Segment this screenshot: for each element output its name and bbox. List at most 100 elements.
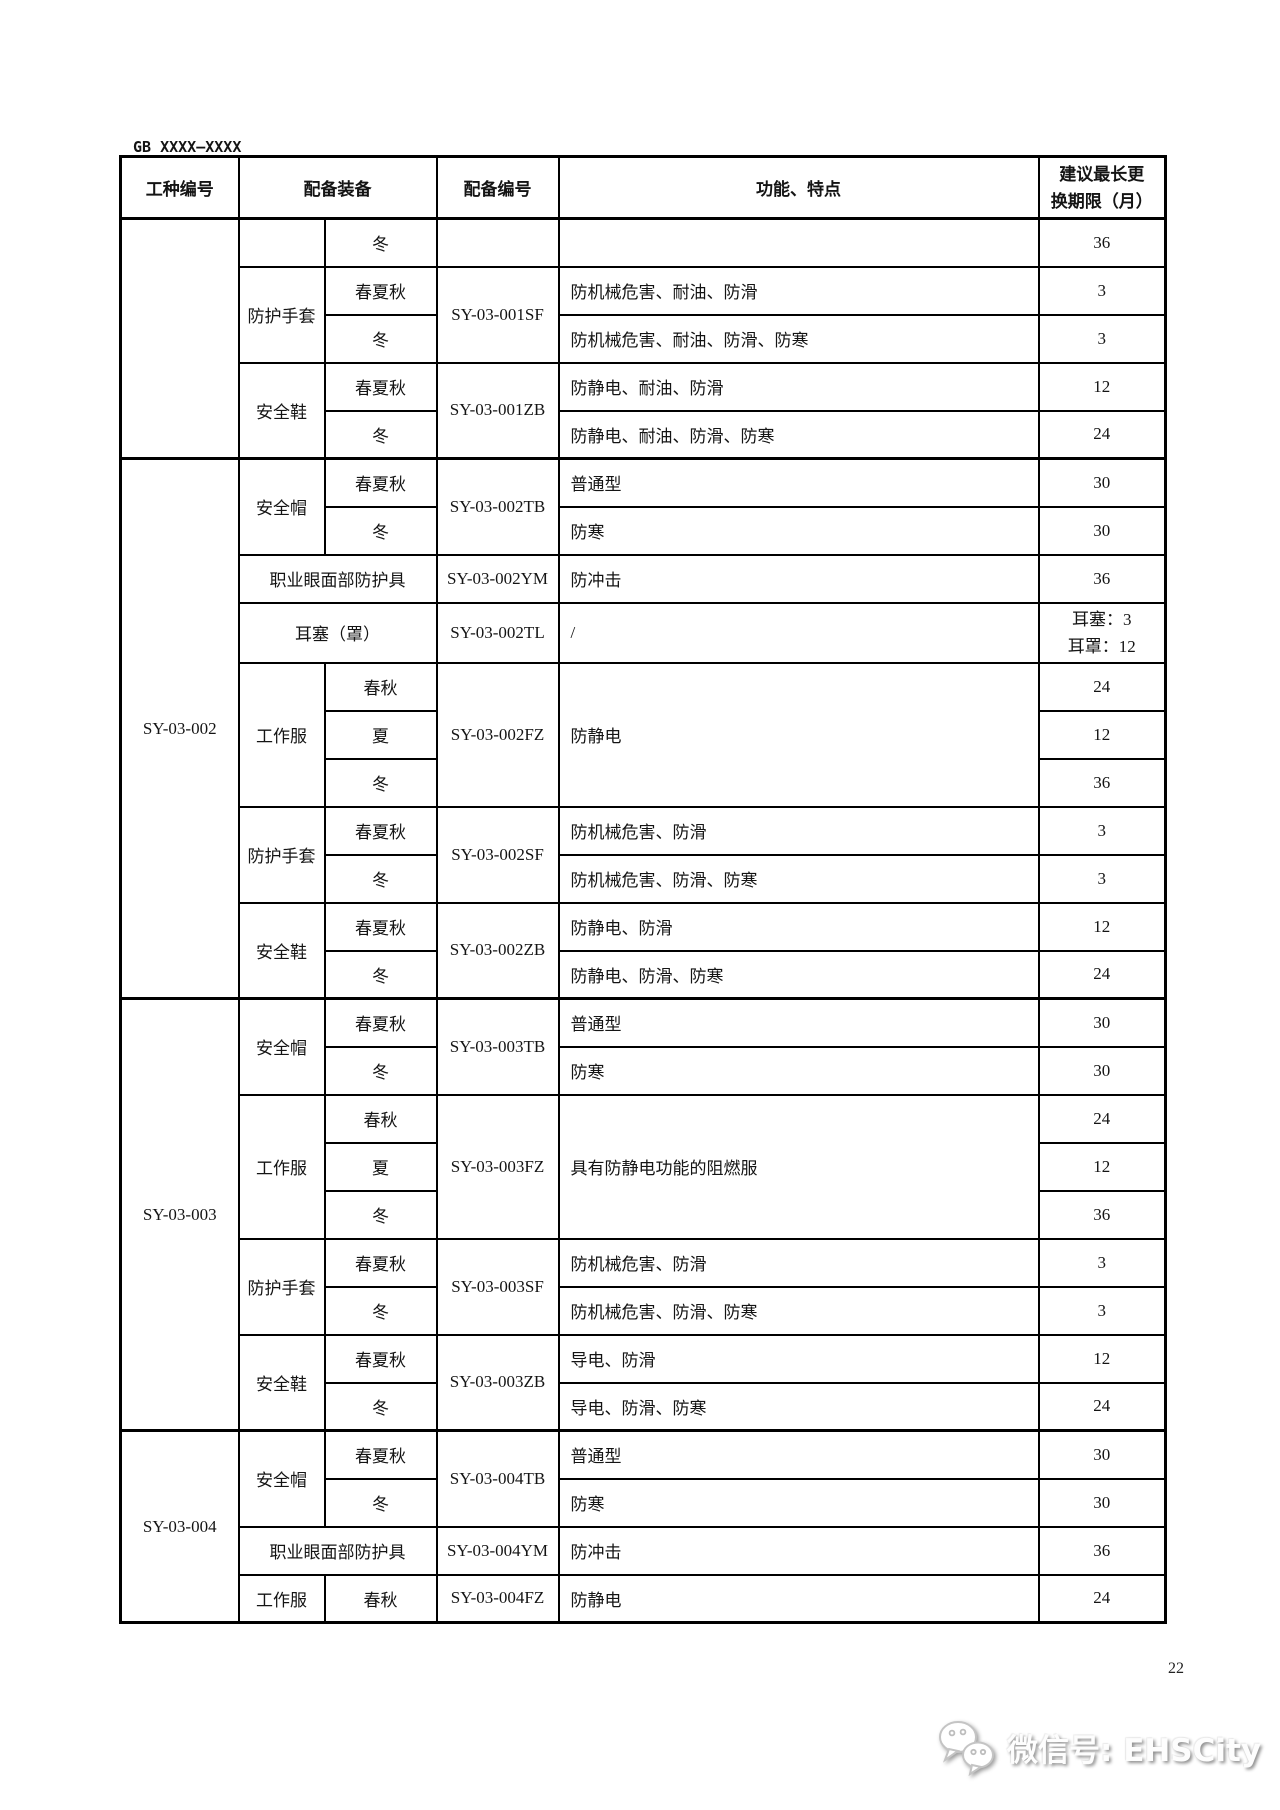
equipment-cell: 防护手套 [237, 1237, 326, 1336]
equipment-code-cell: SY-03-002ZB [435, 901, 560, 1000]
equipment-code-cell: SY-03-003ZB [435, 1333, 560, 1432]
replacement-months-cell: 36 [1037, 553, 1167, 604]
ppe-equipment-table: 工种编号 配备装备 配备编号 功能、特点 建议最长更 换期限（月） 冬 36 防护手… [119, 155, 1167, 1624]
season-cell: 冬 [323, 853, 438, 904]
page-number: 22 [1168, 1660, 1184, 1677]
season-cell: 冬 [323, 1381, 438, 1432]
table-body: 冬 36 防护手套 春夏秋 SY-03-001SF 防机械危害、耐油、防滑 3 冬防机械危害、… [119, 217, 1167, 1624]
function-cell: 防静电、耐油、防滑、防寒 [557, 409, 1040, 460]
header-function-features: 功能、特点 [557, 155, 1040, 220]
table-row: 冬 防寒 30 [121, 1477, 1167, 1528]
function-cell: 防静电、防滑 [557, 901, 1040, 952]
equipment-cell: 安全帽 [237, 997, 326, 1096]
function-cell: 防寒 [557, 1045, 1040, 1096]
function-cell: 防静电、耐油、防滑 [557, 361, 1040, 412]
season-cell: 夏 [323, 1141, 438, 1192]
function-cell: 防寒 [557, 505, 1040, 556]
table-row: 安全鞋 春夏秋 SY-03-003ZB 导电、防滑 12 [121, 1333, 1167, 1432]
function-cell: 具有防静电功能的阻燃服 [557, 1093, 1040, 1240]
replacement-months-cell: 30 [1037, 1477, 1167, 1528]
replacement-months-cell: 24 [1037, 1093, 1167, 1144]
season-cell: 春夏秋 [323, 805, 438, 856]
watermark: 微信号: EHSCity [936, 1716, 1261, 1778]
season-cell: 冬 [323, 313, 438, 364]
equipment-cell: 安全帽 [237, 457, 326, 556]
table-row: 冬 防机械危害、耐油、防滑、防寒 3 [121, 313, 1167, 364]
table-row: 冬 防寒 30 [121, 505, 1167, 556]
replacement-months-cell: 耳塞：3 耳罩：12 [1037, 601, 1167, 664]
season-cell: 冬 [323, 949, 438, 1000]
replacement-months-cell: 3 [1037, 1285, 1167, 1336]
equipment-code-cell: SY-03-001ZB [435, 361, 560, 460]
function-cell: 防机械危害、防滑 [557, 805, 1040, 856]
table-row: 工作服 春秋 SY-03-003FZ 具有防静电功能的阻燃服 24 [121, 1093, 1167, 1240]
table-row: 防护手套 春夏秋 SY-03-001SF 防机械危害、耐油、防滑 3 [121, 265, 1167, 364]
function-cell: 防冲击 [557, 553, 1040, 604]
season-cell: 冬 [323, 217, 438, 268]
job-code-cell [119, 217, 240, 460]
replacement-months-cell: 30 [1037, 457, 1167, 508]
season-cell: 冬 [323, 505, 438, 556]
replacement-months-cell: 30 [1037, 505, 1167, 556]
function-cell: 防机械危害、耐油、防滑 [557, 265, 1040, 316]
equipment-code-cell: SY-03-002FZ [435, 661, 560, 808]
replacement-months-cell: 36 [1037, 1189, 1167, 1240]
equipment-cell: 防护手套 [237, 265, 326, 364]
season-cell: 春秋 [323, 661, 438, 712]
table-row: 冬 防寒 30 [121, 1045, 1167, 1096]
replacement-months-cell: 3 [1037, 1237, 1167, 1288]
season-cell: 春夏秋 [323, 457, 438, 508]
function-cell: 防冲击 [557, 1525, 1040, 1576]
table-row: 耳塞（罩） SY-03-002TL / 耳塞：3 耳罩：12 [121, 601, 1167, 664]
replacement-months-cell: 3 [1037, 805, 1167, 856]
function-cell: 普通型 [557, 457, 1040, 508]
function-cell: 防寒 [557, 1477, 1040, 1528]
replacement-months-cell: 3 [1037, 853, 1167, 904]
season-cell: 冬 [323, 757, 438, 808]
header-replacement-period: 建议最长更 换期限（月） [1037, 155, 1167, 220]
replacement-months-cell: 12 [1037, 361, 1167, 412]
function-cell: / [557, 601, 1040, 664]
table-row: 工作服 春秋 SY-03-004FZ 防静电 24 [121, 1573, 1167, 1624]
equipment-cell: 安全鞋 [237, 361, 326, 460]
function-cell: 防静电、防滑、防寒 [557, 949, 1040, 1000]
equipment-cell: 防护手套 [237, 805, 326, 904]
header-equipment-code: 配备编号 [435, 155, 560, 220]
equipment-cell: 耳塞（罩） [237, 601, 438, 664]
function-cell: 防机械危害、防滑、防寒 [557, 1285, 1040, 1336]
equipment-cell: 工作服 [237, 1573, 326, 1624]
replacement-months-cell: 3 [1037, 265, 1167, 316]
doc-code: GB XXXX—XXXX [133, 138, 242, 156]
function-cell: 防机械危害、防滑、防寒 [557, 853, 1040, 904]
table-row: 冬 防静电、防滑、防寒 24 [121, 949, 1167, 1000]
season-cell: 春夏秋 [323, 265, 438, 316]
function-cell: 普通型 [557, 1429, 1040, 1480]
job-code-cell: SY-03-004 [119, 1429, 240, 1624]
job-code-cell: SY-03-003 [119, 997, 240, 1432]
table-row: 职业眼面部防护具 SY-03-002YM 防冲击 36 [121, 553, 1167, 604]
table-row: 职业眼面部防护具 SY-03-004YM 防冲击 36 [121, 1525, 1167, 1576]
season-cell: 春夏秋 [323, 1429, 438, 1480]
season-cell: 春夏秋 [323, 997, 438, 1048]
replacement-months-cell: 24 [1037, 1573, 1167, 1624]
season-cell: 冬 [323, 1189, 438, 1240]
function-cell: 防机械危害、防滑 [557, 1237, 1040, 1288]
table-row: 防护手套 春夏秋 SY-03-003SF 防机械危害、防滑 3 [121, 1237, 1167, 1336]
equipment-cell: 职业眼面部防护具 [237, 1525, 438, 1576]
table-row: 安全鞋 春夏秋 SY-03-001ZB 防静电、耐油、防滑 12 [121, 361, 1167, 460]
table-row: 冬 36 [119, 217, 1167, 460]
table-row: SY-03-003 安全帽 春夏秋 SY-03-003TB 普通型 30 [119, 997, 1167, 1432]
replacement-months-cell: 12 [1037, 1141, 1167, 1192]
replacement-months-cell: 36 [1037, 1525, 1167, 1576]
replacement-months-cell: 24 [1037, 949, 1167, 1000]
equipment-code-cell [435, 217, 560, 268]
table-row: 安全鞋 春夏秋 SY-03-002ZB 防静电、防滑 12 [121, 901, 1167, 1000]
table-row: 冬 36 [121, 757, 1167, 808]
replacement-months-cell: 12 [1037, 709, 1167, 760]
replacement-months-cell: 24 [1037, 1381, 1167, 1432]
equipment-code-cell: SY-03-003FZ [435, 1093, 560, 1240]
replacement-months-cell: 12 [1037, 1333, 1167, 1384]
equipment-cell: 工作服 [237, 1093, 326, 1240]
equipment-code-cell: SY-03-004TB [435, 1429, 560, 1528]
job-code-cell: SY-03-002 [119, 457, 240, 1000]
